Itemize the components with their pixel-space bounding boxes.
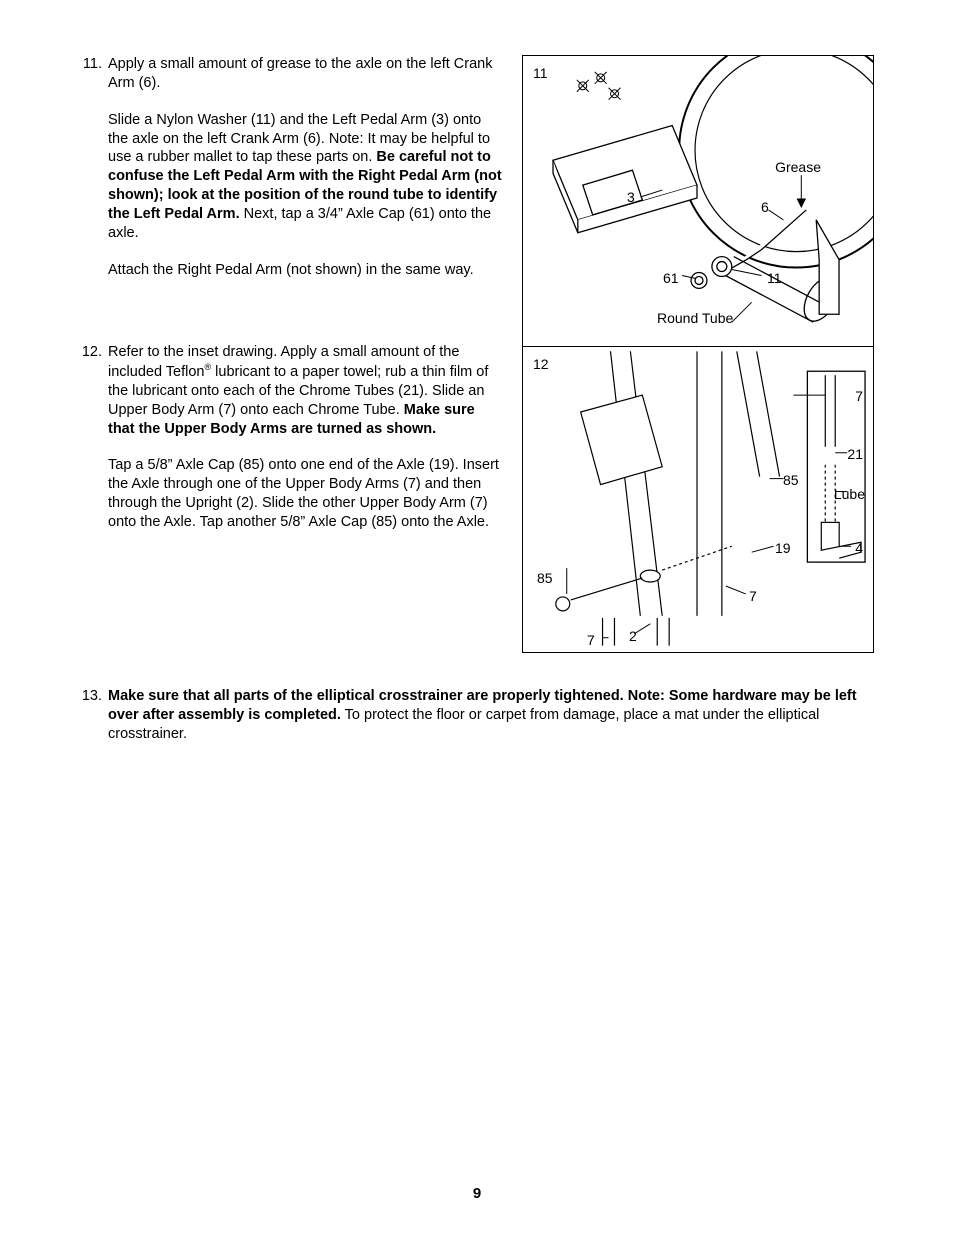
figure-column: 11 Grease 3 6 61 11 Round Tube <box>522 55 874 653</box>
label-round-tube: Round Tube <box>657 309 733 327</box>
two-column-region: 11. Apply a small amount of grease to th… <box>80 55 874 653</box>
step-11: 11. Apply a small amount of grease to th… <box>80 55 504 279</box>
step-number: 13. <box>80 687 102 744</box>
label-7: 7 <box>855 387 863 405</box>
label-21: 21 <box>847 445 863 463</box>
label-6: 6 <box>761 198 769 216</box>
label-grease: Grease <box>775 158 821 176</box>
label-19: 19 <box>775 539 791 557</box>
label-61: 61 <box>663 269 679 287</box>
step-12: 12. Refer to the inset drawing. Apply a … <box>80 343 504 531</box>
step-number: 12. <box>80 343 102 531</box>
label-4: 4 <box>855 539 863 557</box>
label-7: 7 <box>587 631 595 649</box>
figure-tag: 12 <box>533 355 549 373</box>
label-7: 7 <box>749 587 757 605</box>
label-85: 85 <box>537 569 553 587</box>
label-85: 85 <box>783 471 799 489</box>
instruction-text-column: 11. Apply a small amount of grease to th… <box>80 55 504 550</box>
label-3: 3 <box>627 188 635 206</box>
figure-tag: 11 <box>533 64 548 82</box>
step-number: 11. <box>80 55 102 279</box>
step-13: 13. Make sure that all parts of the elli… <box>80 687 874 744</box>
figure-11: 11 Grease 3 6 61 11 Round Tube <box>522 55 874 347</box>
label-lube: Lube <box>834 485 865 503</box>
step-body: Make sure that all parts of the elliptic… <box>108 687 874 744</box>
step-body: Refer to the inset drawing. Apply a smal… <box>108 343 504 531</box>
page-number: 9 <box>0 1184 954 1204</box>
step-body: Apply a small amount of grease to the ax… <box>108 55 504 279</box>
label-11: 11 <box>767 269 782 287</box>
figure-12: 12 7 85 21 Lube 19 4 85 7 2 7 <box>522 347 874 653</box>
label-2: 2 <box>629 627 637 645</box>
